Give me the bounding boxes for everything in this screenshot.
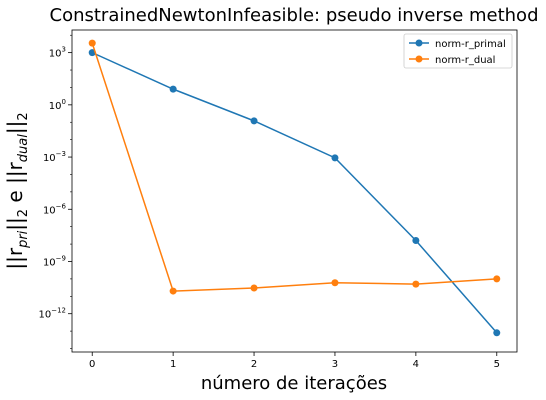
- series-line-norm-r-dual: [91, 42, 497, 292]
- y-axis-label: ||rpri||2 e ||rdual||2: [3, 112, 31, 269]
- data-point-norm-r-primal: [169, 85, 177, 93]
- x-axis: 0 1 2 3 4 5: [89, 352, 500, 370]
- data-point-norm-r-dual: [250, 284, 258, 292]
- series-layer: [88, 39, 501, 337]
- x-axis-label: número de iterações: [201, 373, 387, 394]
- data-point-norm-r-primal: [412, 237, 420, 245]
- y-tick-label: 10−12: [38, 307, 66, 321]
- legend-label: norm-r_primal: [435, 39, 506, 50]
- data-point-norm-r-dual: [88, 39, 96, 47]
- data-point-norm-r-dual: [331, 279, 339, 287]
- x-tick-label: 1: [170, 359, 176, 370]
- plot-area: [71, 29, 518, 353]
- x-tick-label: 5: [494, 359, 500, 370]
- data-point-norm-r-dual: [169, 287, 177, 295]
- y-tick-label: 10−9: [43, 254, 66, 268]
- x-tick-label: 4: [413, 359, 419, 370]
- legend: norm-r_primal norm-r_dual: [403, 33, 513, 69]
- x-tick-label: 3: [332, 359, 338, 370]
- y-tick-label: 10−3: [43, 150, 66, 164]
- data-point-norm-r-dual: [412, 280, 420, 288]
- y-tick-label: 100: [49, 98, 66, 112]
- data-point-norm-r-dual: [493, 275, 501, 283]
- chart-title: ConstrainedNewtonInfeasible: pseudo inve…: [50, 5, 539, 26]
- legend-box: [403, 33, 513, 69]
- series-line-norm-r-primal: [91, 51, 498, 334]
- legend-swatch-marker: [415, 39, 423, 47]
- y-tick-label: 103: [49, 46, 66, 60]
- y-tick-label: 10−6: [43, 202, 67, 216]
- x-tick-label: 0: [89, 359, 95, 370]
- legend-swatch-marker: [415, 55, 423, 63]
- data-point-norm-r-primal: [493, 329, 501, 337]
- legend-label: norm-r_dual: [435, 55, 495, 66]
- x-tick-label: 2: [251, 359, 257, 370]
- data-point-norm-r-primal: [331, 154, 339, 162]
- y-axis: 103 100 10−3 10−6 10−9 10−12: [38, 34, 72, 349]
- data-point-norm-r-primal: [250, 117, 258, 125]
